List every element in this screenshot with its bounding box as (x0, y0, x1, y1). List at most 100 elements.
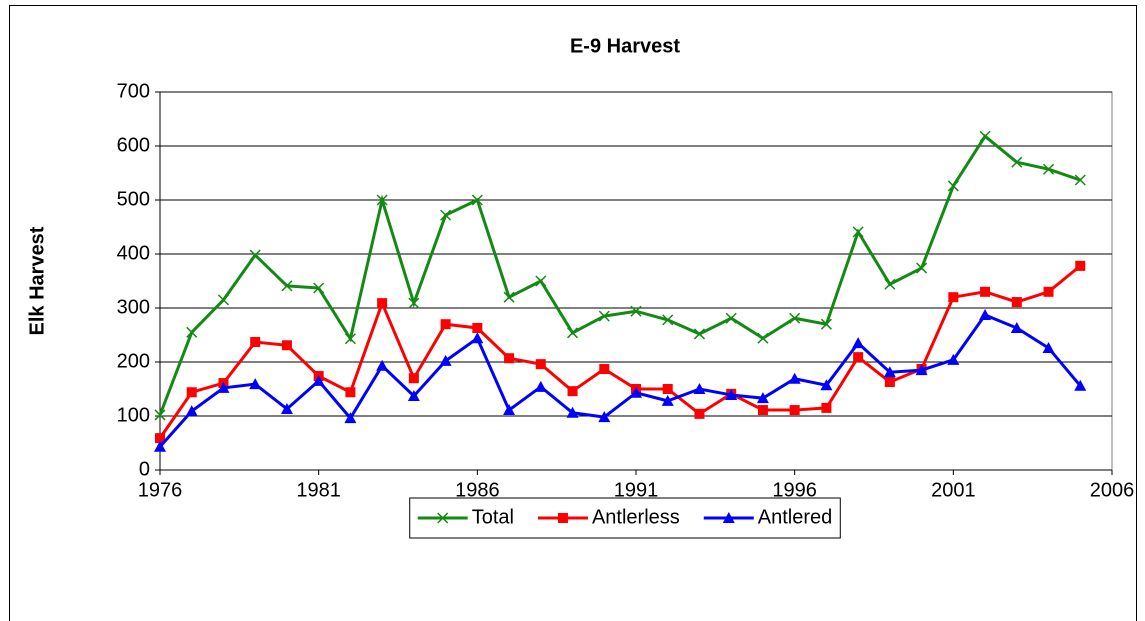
marker (217, 294, 229, 306)
marker (437, 512, 449, 524)
marker (535, 275, 547, 287)
marker (1042, 163, 1055, 175)
marker (789, 312, 801, 324)
marker (250, 337, 261, 348)
marker (630, 386, 642, 398)
marker (280, 402, 293, 414)
marker (408, 297, 420, 309)
x-tick-label: 1976 (138, 479, 183, 501)
marker (821, 402, 832, 413)
marker (979, 309, 992, 321)
x-tick-label: 1996 (772, 479, 817, 501)
marker (853, 352, 864, 363)
marker (662, 314, 674, 326)
marker (694, 408, 705, 419)
marker (154, 440, 166, 452)
marker (757, 405, 768, 416)
series-line (158, 264, 1082, 439)
marker (1011, 297, 1022, 308)
marker (566, 406, 579, 418)
y-tick-label: 0 (139, 458, 150, 480)
y-tick-label: 100 (117, 404, 150, 426)
marker (440, 209, 452, 221)
marker (661, 394, 674, 406)
y-tick-label: 300 (117, 296, 150, 318)
marker (249, 378, 262, 390)
marker (725, 312, 737, 324)
x-tick-label: 1986 (455, 479, 500, 501)
marker (598, 310, 610, 322)
marker (185, 405, 198, 417)
marker (948, 292, 959, 303)
marker (1010, 321, 1023, 333)
y-tick-label: 400 (117, 242, 150, 264)
y-tick-label: 500 (117, 188, 150, 210)
marker (472, 322, 483, 333)
legend-label: Antlerless (592, 506, 680, 528)
marker (662, 384, 673, 394)
marker (980, 286, 991, 297)
marker (408, 373, 419, 384)
series-line (158, 134, 1081, 416)
marker (503, 404, 516, 416)
marker (312, 374, 325, 386)
marker (599, 364, 610, 375)
marker (630, 305, 642, 317)
marker (693, 328, 705, 340)
marker (471, 194, 483, 206)
x-tick-label: 1991 (614, 479, 659, 501)
plot-area (159, 91, 1113, 471)
marker (534, 380, 547, 392)
marker (344, 412, 357, 424)
x-tick-label: 2001 (931, 479, 976, 501)
y-tick-label: 700 (117, 80, 150, 102)
y-axis-label: Elk Harvest (26, 226, 48, 335)
y-tick-label: 600 (117, 134, 150, 156)
marker (407, 390, 420, 402)
marker (155, 433, 165, 444)
marker (1074, 379, 1087, 391)
marker (756, 392, 769, 404)
marker (503, 291, 515, 303)
marker (916, 262, 928, 274)
marker (1042, 341, 1055, 353)
marker (281, 340, 292, 351)
marker (725, 388, 738, 400)
marker (567, 386, 578, 397)
marker (884, 376, 895, 387)
marker (757, 332, 769, 344)
marker (915, 364, 928, 376)
marker (376, 359, 389, 371)
marker (598, 411, 611, 423)
marker (439, 354, 452, 366)
marker (344, 333, 356, 345)
marker (947, 353, 960, 365)
legend-label: Total (472, 506, 514, 528)
marker (693, 383, 706, 394)
marker (440, 319, 451, 330)
legend-label: Antlered (758, 506, 833, 528)
marker (852, 337, 865, 349)
marker (471, 332, 484, 344)
x-tick-label: 2006 (1090, 479, 1135, 501)
x-tick-label: 1981 (296, 479, 341, 501)
legend: Total Antlerless Antlered (409, 497, 841, 539)
marker (376, 194, 388, 206)
y-tick-label: 200 (117, 350, 150, 372)
marker (883, 366, 896, 378)
marker (567, 327, 579, 339)
marker (217, 381, 230, 393)
marker (788, 372, 801, 384)
marker (947, 180, 959, 192)
marker (820, 379, 833, 391)
marker (281, 280, 293, 292)
marker (852, 226, 864, 238)
chart-title: E-9 Harvest (570, 35, 680, 57)
marker (377, 298, 388, 309)
marker (557, 513, 568, 523)
legend-box (409, 497, 841, 539)
marker (1075, 260, 1086, 271)
marker (154, 409, 166, 421)
